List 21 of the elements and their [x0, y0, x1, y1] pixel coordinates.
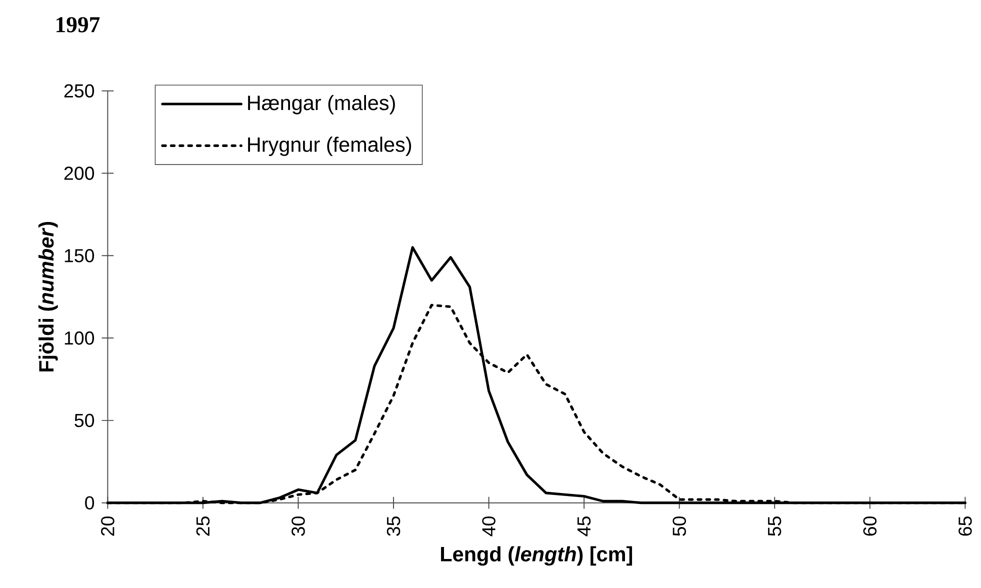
x-tick-label: 30 — [292, 516, 305, 536]
x-tick-label: 40 — [482, 516, 496, 536]
x-tick-label: 50 — [672, 516, 686, 536]
x-tick-label: 45 — [578, 516, 591, 536]
x-tick-label: 25 — [196, 516, 210, 536]
y-tick-label: 0 — [85, 496, 94, 510]
x-tick-label: 65 — [958, 516, 972, 536]
chart-title: 1997 — [56, 17, 100, 32]
legend-label: Hrygnur (females) — [248, 136, 412, 156]
y-tick-label: 100 — [64, 332, 94, 345]
y-tick-label: 50 — [74, 414, 94, 428]
y-tick-label: 200 — [64, 166, 94, 180]
x-tick-label: 55 — [768, 516, 782, 536]
y-tick-label: 150 — [64, 249, 94, 262]
x-tick-label: 60 — [863, 516, 877, 536]
y-tick-label: 250 — [64, 84, 94, 98]
y-axis-title: Fjöldi (number) — [38, 222, 58, 372]
legend-label: Hængar (males) — [248, 95, 395, 114]
x-axis-title: Lengd (length) [cm] — [441, 546, 632, 566]
x-tick-label: 35 — [386, 516, 400, 536]
x-tick-label: 20 — [101, 516, 114, 536]
